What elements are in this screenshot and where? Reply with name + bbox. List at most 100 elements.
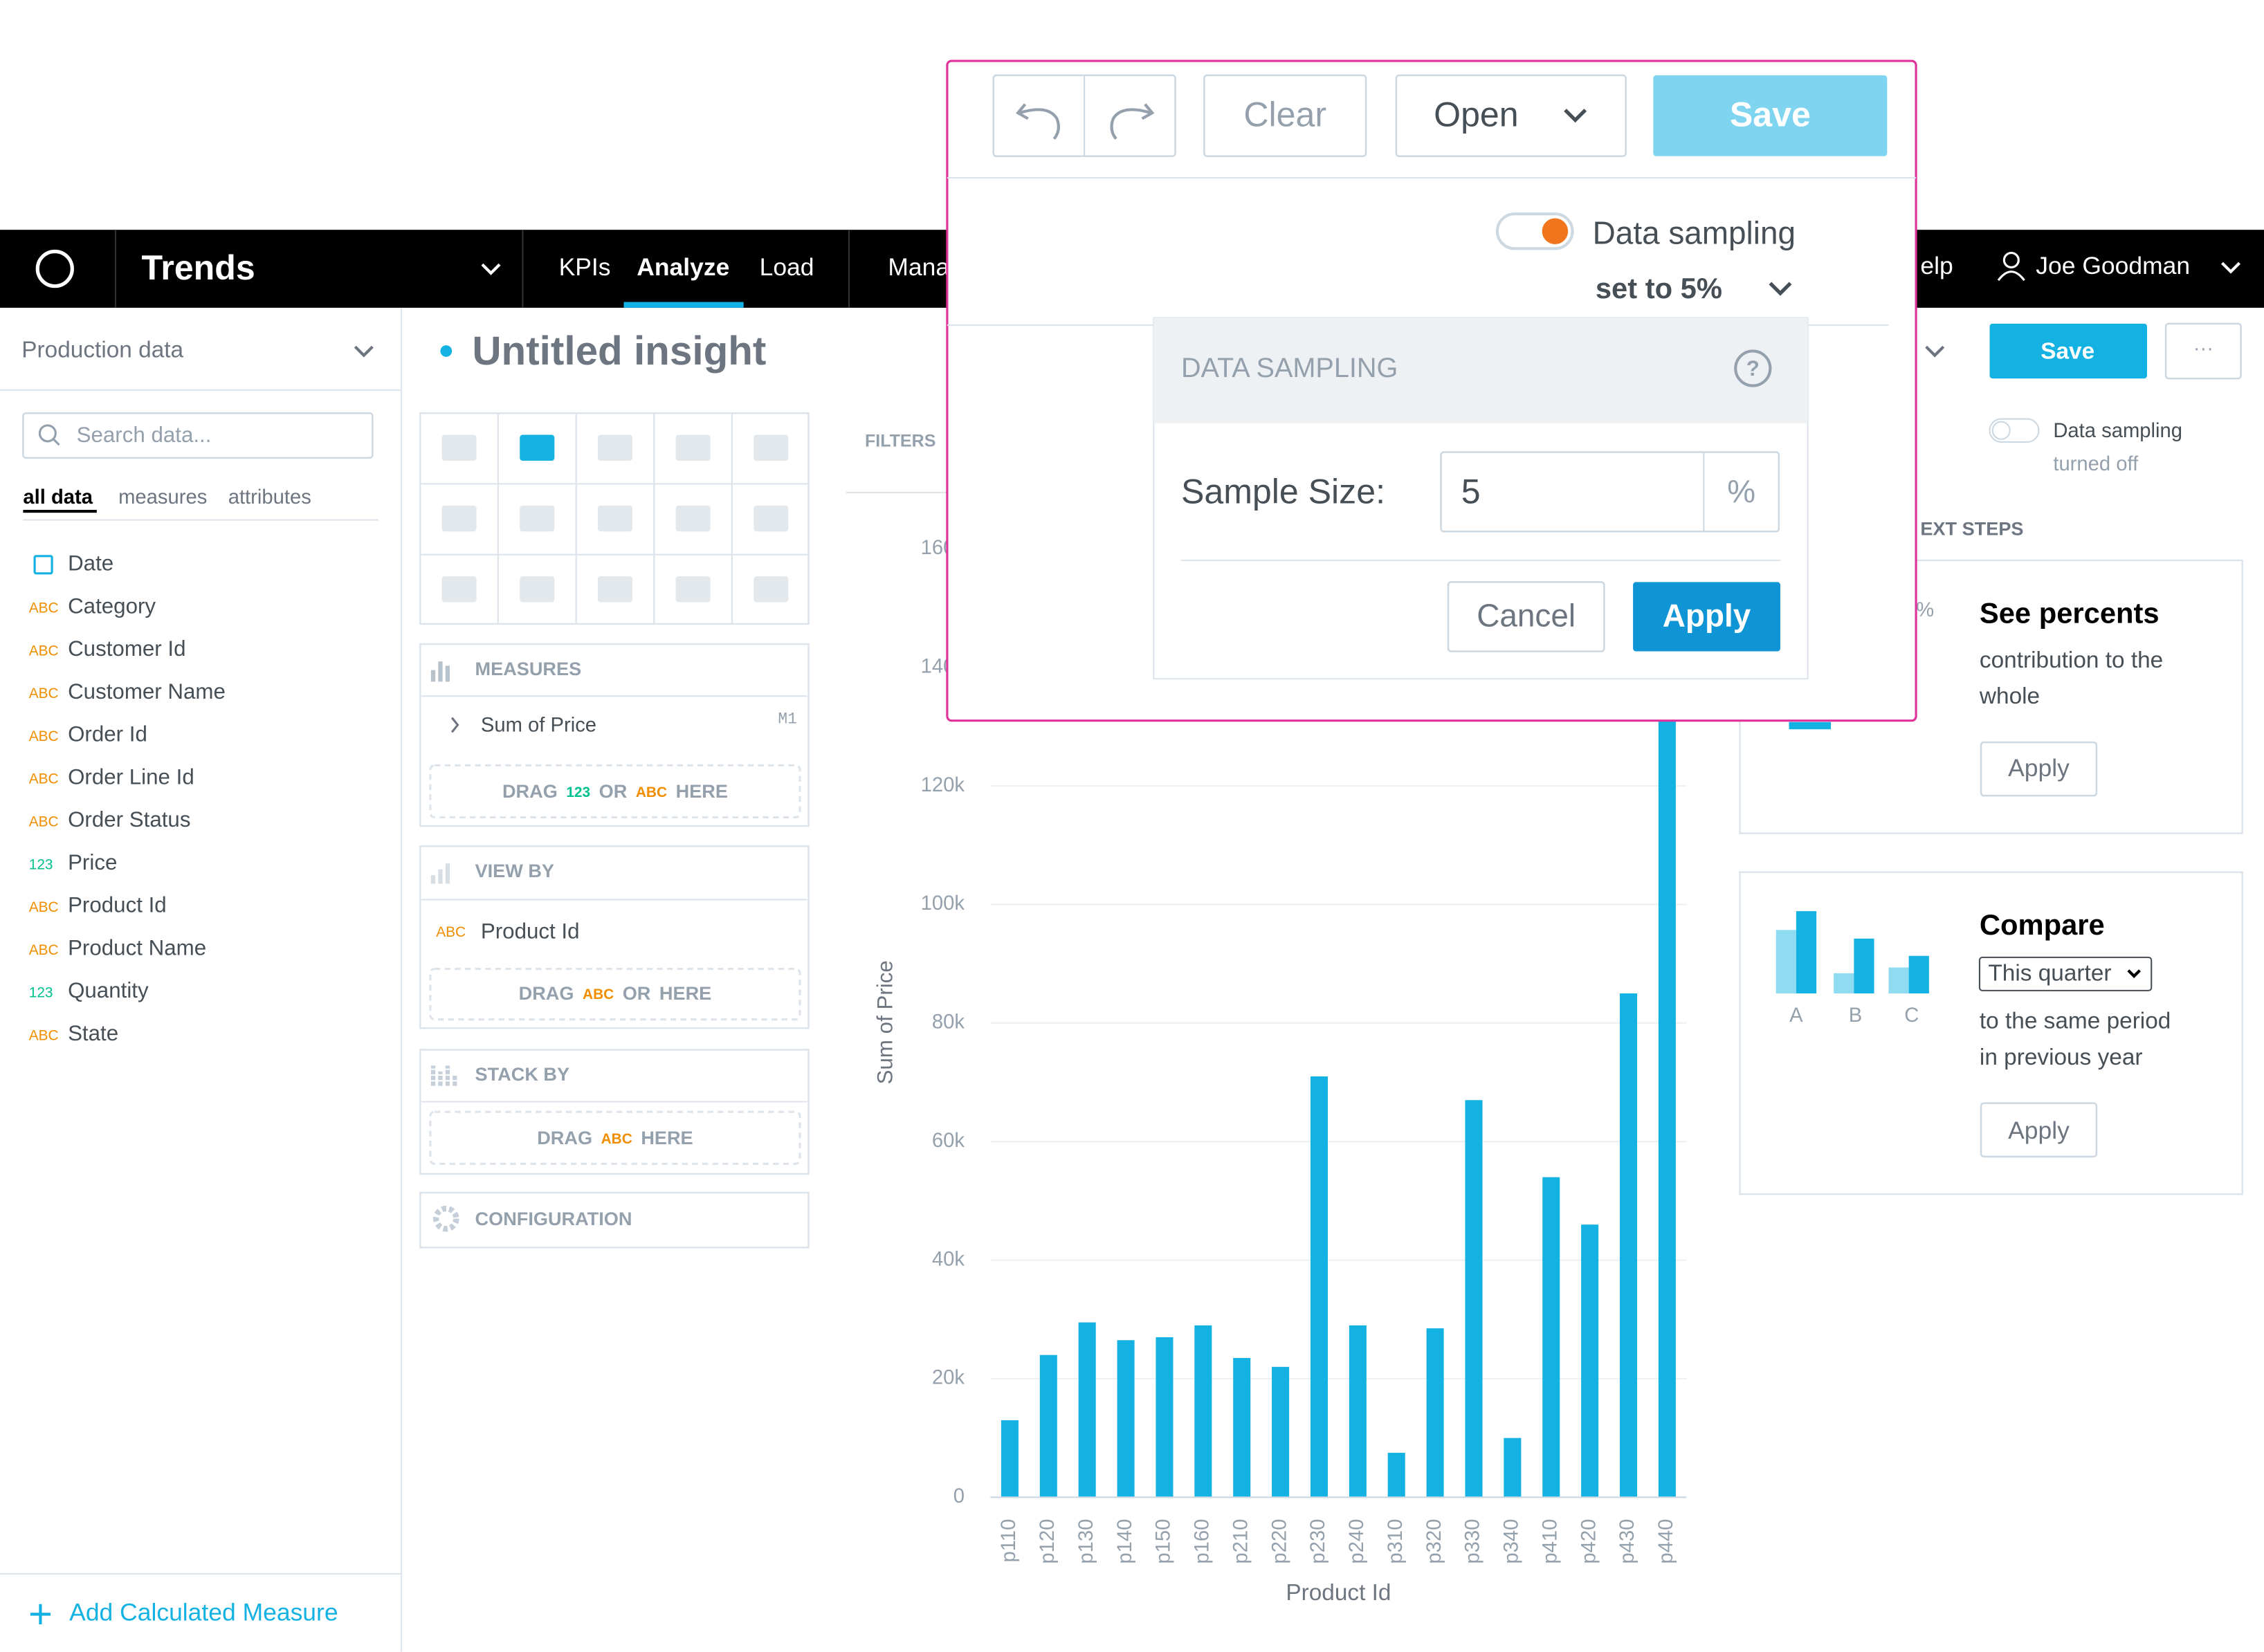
bar[interactable] bbox=[1542, 1177, 1560, 1498]
field-name[interactable]: Quantity bbox=[68, 978, 149, 1002]
field-name[interactable]: State bbox=[68, 1021, 118, 1045]
chevron[interactable] bbox=[481, 263, 501, 275]
viz-icon[interactable] bbox=[597, 505, 632, 532]
chevron[interactable] bbox=[2127, 969, 2142, 978]
field-name[interactable]: Customer Name bbox=[68, 679, 226, 704]
bar[interactable] bbox=[1387, 1453, 1405, 1498]
nav-tab[interactable]: Analyze bbox=[637, 253, 729, 281]
redo-icon[interactable] bbox=[1110, 103, 1155, 140]
bar[interactable] bbox=[1233, 1357, 1251, 1498]
field-name[interactable]: Order Line Id bbox=[68, 764, 194, 789]
add-calculated-measure[interactable]: Add Calculated Measure bbox=[69, 1599, 338, 1626]
viz-icon[interactable] bbox=[754, 576, 789, 603]
clear-button[interactable] bbox=[1203, 74, 1367, 158]
save-label[interactable]: Save bbox=[2041, 338, 2094, 364]
bar[interactable] bbox=[1619, 993, 1638, 1498]
viz-icon[interactable] bbox=[675, 576, 711, 603]
field-name[interactable]: Customer Id bbox=[68, 636, 185, 661]
search-box[interactable] bbox=[22, 412, 374, 459]
apply-button[interactable] bbox=[1980, 1102, 2098, 1158]
field-name[interactable]: Product Name bbox=[68, 935, 206, 960]
bar[interactable] bbox=[1504, 1438, 1522, 1498]
drop-zone[interactable] bbox=[429, 764, 801, 819]
sample-size-input[interactable] bbox=[1440, 451, 1780, 533]
viz-icon[interactable] bbox=[520, 505, 555, 532]
measure-item[interactable]: Sum of Price bbox=[481, 715, 596, 737]
bar[interactable] bbox=[1039, 1355, 1057, 1498]
viz-icon[interactable] bbox=[675, 434, 711, 461]
viz-icon[interactable] bbox=[597, 576, 632, 603]
logo[interactable] bbox=[35, 249, 74, 288]
view-by-item[interactable]: Product Id bbox=[481, 919, 580, 944]
dataset[interactable]: Production data bbox=[21, 337, 183, 362]
bar[interactable] bbox=[1078, 1322, 1096, 1498]
drop-zone[interactable] bbox=[429, 968, 801, 1021]
nav-tab[interactable]: Load bbox=[760, 253, 814, 281]
sampling-state[interactable]: set to 5% bbox=[1596, 272, 1722, 304]
apply-label[interactable]: Apply bbox=[2008, 754, 2070, 782]
viz-icon[interactable] bbox=[441, 505, 477, 532]
help-icon[interactable]: ? bbox=[1746, 356, 1760, 380]
viz-icon[interactable] bbox=[675, 505, 711, 532]
save-label[interactable]: Save bbox=[1730, 95, 1811, 134]
user-name[interactable]: Joe Goodman bbox=[2036, 252, 2190, 279]
chevron[interactable] bbox=[1564, 109, 1587, 123]
configuration-title[interactable]: CONFIGURATION bbox=[475, 1208, 632, 1229]
field-name[interactable]: Order Status bbox=[68, 807, 190, 832]
data-filter[interactable]: all data bbox=[23, 486, 93, 508]
more-label[interactable]: ··· bbox=[2193, 338, 2213, 360]
apply-button[interactable] bbox=[1980, 741, 2098, 797]
field-name[interactable]: Product Id bbox=[68, 893, 167, 917]
nav-tab[interactable]: KPIs bbox=[559, 253, 611, 281]
bar[interactable] bbox=[1349, 1325, 1367, 1498]
apply-label[interactable]: Apply bbox=[1663, 598, 1751, 634]
apply-label[interactable]: Apply bbox=[2008, 1117, 2070, 1144]
bar[interactable] bbox=[1001, 1420, 1019, 1498]
save-button[interactable] bbox=[1989, 323, 2147, 379]
viz-icon[interactable] bbox=[754, 505, 789, 532]
chevron[interactable] bbox=[1925, 345, 1945, 358]
expand-icon[interactable] bbox=[450, 717, 459, 733]
save-button[interactable] bbox=[1653, 75, 1888, 156]
clear-label[interactable]: Clear bbox=[1243, 95, 1326, 134]
chevron[interactable] bbox=[354, 345, 374, 358]
bar[interactable] bbox=[1310, 1076, 1328, 1498]
data-filter[interactable]: attributes bbox=[228, 486, 311, 508]
app-name[interactable]: Trends bbox=[142, 248, 255, 287]
field-name[interactable]: Price bbox=[68, 850, 117, 874]
cancel-button[interactable] bbox=[1447, 581, 1605, 652]
viz-icon[interactable] bbox=[520, 576, 555, 603]
data-filter[interactable]: measures bbox=[118, 486, 207, 508]
cancel-label[interactable]: Cancel bbox=[1477, 598, 1576, 634]
insight-title[interactable]: Untitled insight bbox=[472, 329, 766, 374]
viz-icon[interactable] bbox=[441, 434, 477, 461]
period-select-label[interactable]: This quarter bbox=[1988, 961, 2111, 986]
bar[interactable] bbox=[1465, 1100, 1483, 1498]
bar[interactable] bbox=[1117, 1340, 1135, 1498]
chevron[interactable] bbox=[1769, 282, 1792, 296]
open-label[interactable]: Open bbox=[1434, 95, 1519, 134]
field-name[interactable]: Order Id bbox=[68, 722, 147, 746]
bar[interactable] bbox=[1426, 1328, 1444, 1498]
bar[interactable] bbox=[1194, 1325, 1212, 1498]
viz-icon[interactable] bbox=[597, 434, 632, 461]
viz-icon[interactable] bbox=[520, 434, 555, 461]
more-button[interactable] bbox=[2164, 322, 2242, 380]
help-icon[interactable] bbox=[1734, 349, 1772, 387]
field-name[interactable]: Date bbox=[68, 551, 113, 576]
bar[interactable] bbox=[1581, 1224, 1599, 1498]
nav-tab[interactable]: Mana bbox=[888, 253, 949, 281]
viz-icon[interactable] bbox=[441, 576, 477, 603]
configuration[interactable] bbox=[419, 1191, 810, 1249]
plus-icon[interactable] bbox=[30, 1604, 51, 1624]
bar[interactable] bbox=[1156, 1337, 1174, 1498]
open-button[interactable] bbox=[1395, 74, 1627, 158]
bar[interactable] bbox=[1272, 1366, 1290, 1498]
chevron[interactable] bbox=[2221, 261, 2241, 274]
apply-button[interactable] bbox=[1633, 582, 1780, 652]
field-name[interactable]: Category bbox=[68, 594, 156, 618]
drop-zone[interactable] bbox=[429, 1110, 801, 1165]
sample-size-value[interactable]: 5 bbox=[1461, 472, 1481, 511]
undo-icon[interactable] bbox=[1015, 103, 1060, 140]
period-select[interactable] bbox=[1978, 956, 2153, 991]
